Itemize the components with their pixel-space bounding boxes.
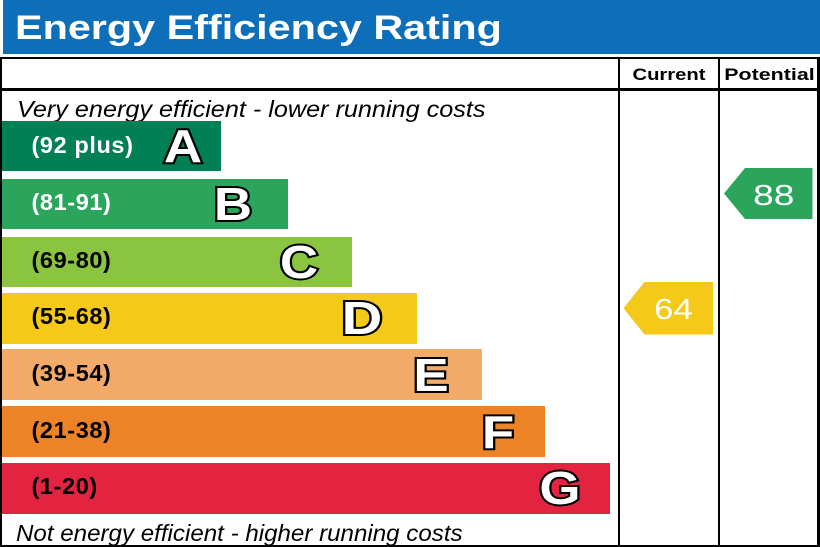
svg-text:88: 88 — [753, 180, 794, 212]
svg-text:64: 64 — [654, 294, 693, 326]
